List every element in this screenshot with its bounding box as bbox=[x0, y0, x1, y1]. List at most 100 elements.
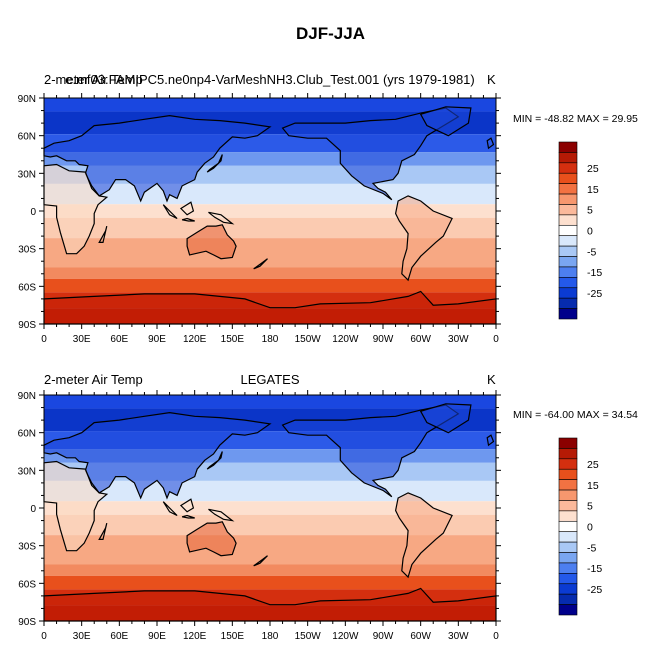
panel2-left-title: 2-meter Air Temp bbox=[44, 372, 143, 387]
lon-tick-label: 180 bbox=[262, 631, 279, 642]
colorbar-swatch bbox=[558, 593, 578, 605]
coastline bbox=[486, 137, 495, 150]
coastline bbox=[186, 224, 237, 260]
lon-tick-label: 150E bbox=[221, 631, 245, 642]
coastline bbox=[179, 201, 195, 216]
lon-tick-label: 60W bbox=[410, 334, 431, 345]
coastline bbox=[419, 403, 472, 434]
colorbar-swatch bbox=[558, 458, 578, 470]
page-title: DJF-JJA bbox=[296, 24, 365, 43]
colorbar-swatch bbox=[558, 531, 578, 543]
panel1-axes: 90N 60N 30N 0 30S 60S 90S 0 30E 60E 90E 120E 150E 180… bbox=[18, 93, 501, 345]
lat-tick-label: 30N bbox=[18, 466, 36, 477]
coastline bbox=[43, 460, 109, 552]
lon-tick-label: 120E bbox=[183, 334, 207, 345]
colorbar-swatch bbox=[558, 500, 578, 512]
field-band bbox=[44, 395, 496, 409]
panel1-units: K bbox=[487, 72, 496, 87]
colorbar-label: 0 bbox=[587, 226, 593, 238]
lat-tick-label: 60S bbox=[18, 282, 36, 293]
colorbar-swatch bbox=[558, 437, 578, 449]
lat-tick-label: 90N bbox=[18, 391, 36, 402]
field-band bbox=[44, 267, 496, 279]
lon-tick-label: 180 bbox=[262, 334, 279, 345]
lon-tick-label: 30W bbox=[448, 334, 469, 345]
colorbar-swatch bbox=[558, 520, 578, 533]
field-band bbox=[44, 204, 496, 218]
lon-tick-label: 150E bbox=[221, 334, 245, 345]
lon-tick-label: 150W bbox=[295, 334, 322, 345]
coastline bbox=[208, 211, 235, 225]
lon-tick-label: 0 bbox=[493, 334, 499, 345]
lon-tick-label: 60W bbox=[410, 631, 431, 642]
colorbar-label: 25 bbox=[587, 163, 599, 175]
field-band bbox=[44, 183, 496, 205]
lon-tick-label: 30E bbox=[73, 631, 91, 642]
field-band bbox=[44, 564, 496, 576]
field-band bbox=[44, 501, 496, 515]
coastline bbox=[43, 163, 109, 255]
colorbar-swatch bbox=[558, 541, 578, 553]
lon-tick-label: 90W bbox=[373, 334, 394, 345]
coastline bbox=[281, 404, 460, 498]
lon-tick-label: 120W bbox=[332, 631, 359, 642]
coastline bbox=[98, 522, 108, 541]
coastline bbox=[206, 154, 223, 173]
colorbar-swatch bbox=[558, 448, 578, 460]
coastline bbox=[43, 114, 272, 203]
field-band bbox=[44, 278, 496, 293]
colorbar-label: -25 bbox=[587, 584, 602, 596]
colorbar-label: -5 bbox=[587, 246, 596, 258]
panel2-minmax: MIN = -64.00 MAX = 34.54 bbox=[513, 409, 638, 421]
lat-tick-label: 90S bbox=[18, 617, 36, 628]
lon-tick-label: 0 bbox=[41, 334, 47, 345]
lon-tick-label: 30W bbox=[448, 631, 469, 642]
lon-tick-label: 120W bbox=[332, 334, 359, 345]
colorbar-swatch bbox=[558, 489, 578, 501]
coastline bbox=[394, 492, 453, 579]
panel2-coastlines bbox=[43, 403, 497, 622]
coastline bbox=[486, 434, 495, 447]
colorbar-label: 5 bbox=[587, 501, 593, 513]
panel1-colorbar: 25 15 5 0 -5 -15 -25 bbox=[558, 141, 602, 320]
field-band bbox=[44, 480, 496, 502]
colorbar-label: -15 bbox=[587, 267, 602, 279]
lon-tick-label: 60E bbox=[110, 631, 128, 642]
field-band bbox=[44, 575, 496, 590]
colorbar-label: -15 bbox=[587, 563, 602, 575]
colorbar-label: 15 bbox=[587, 480, 599, 492]
panel2-units: K bbox=[487, 372, 496, 387]
lat-tick-label: 90N bbox=[18, 94, 36, 105]
coastline bbox=[253, 258, 268, 270]
colorbar-label: 25 bbox=[587, 459, 599, 471]
coastline bbox=[186, 521, 237, 557]
colorbar-swatch bbox=[558, 468, 578, 480]
field-band bbox=[44, 514, 496, 536]
lat-tick-label: 30S bbox=[18, 542, 36, 553]
lon-tick-label: 30E bbox=[73, 334, 91, 345]
lat-tick-label: 0 bbox=[30, 207, 36, 218]
lat-tick-label: 0 bbox=[30, 504, 36, 515]
coastline bbox=[179, 498, 195, 513]
colorbar-label: 15 bbox=[587, 184, 599, 196]
colorbar-swatch bbox=[558, 583, 578, 595]
lon-tick-label: 0 bbox=[493, 631, 499, 642]
lon-tick-label: 90E bbox=[148, 334, 166, 345]
coastline bbox=[181, 514, 195, 519]
field-band bbox=[44, 98, 496, 112]
panel1-minmax: MIN = -48.82 MAX = 29.95 bbox=[513, 113, 638, 125]
colorbar-swatch bbox=[558, 552, 578, 564]
coastline bbox=[394, 195, 453, 282]
panel1-coastlines bbox=[43, 106, 497, 325]
field-band bbox=[44, 217, 496, 239]
colorbar-swatch bbox=[558, 308, 578, 320]
colorbar-swatch bbox=[558, 479, 578, 491]
lon-tick-label: 90W bbox=[373, 631, 394, 642]
lat-tick-label: 60N bbox=[18, 429, 36, 440]
panel1-center-title: e.mf03.FAMIPC5.ne0np4-VarMeshNH3.Club_Te… bbox=[65, 72, 475, 87]
panel2-center-title: LEGATES bbox=[240, 372, 300, 387]
colorbar-swatch bbox=[558, 562, 578, 574]
coastline bbox=[419, 106, 472, 137]
